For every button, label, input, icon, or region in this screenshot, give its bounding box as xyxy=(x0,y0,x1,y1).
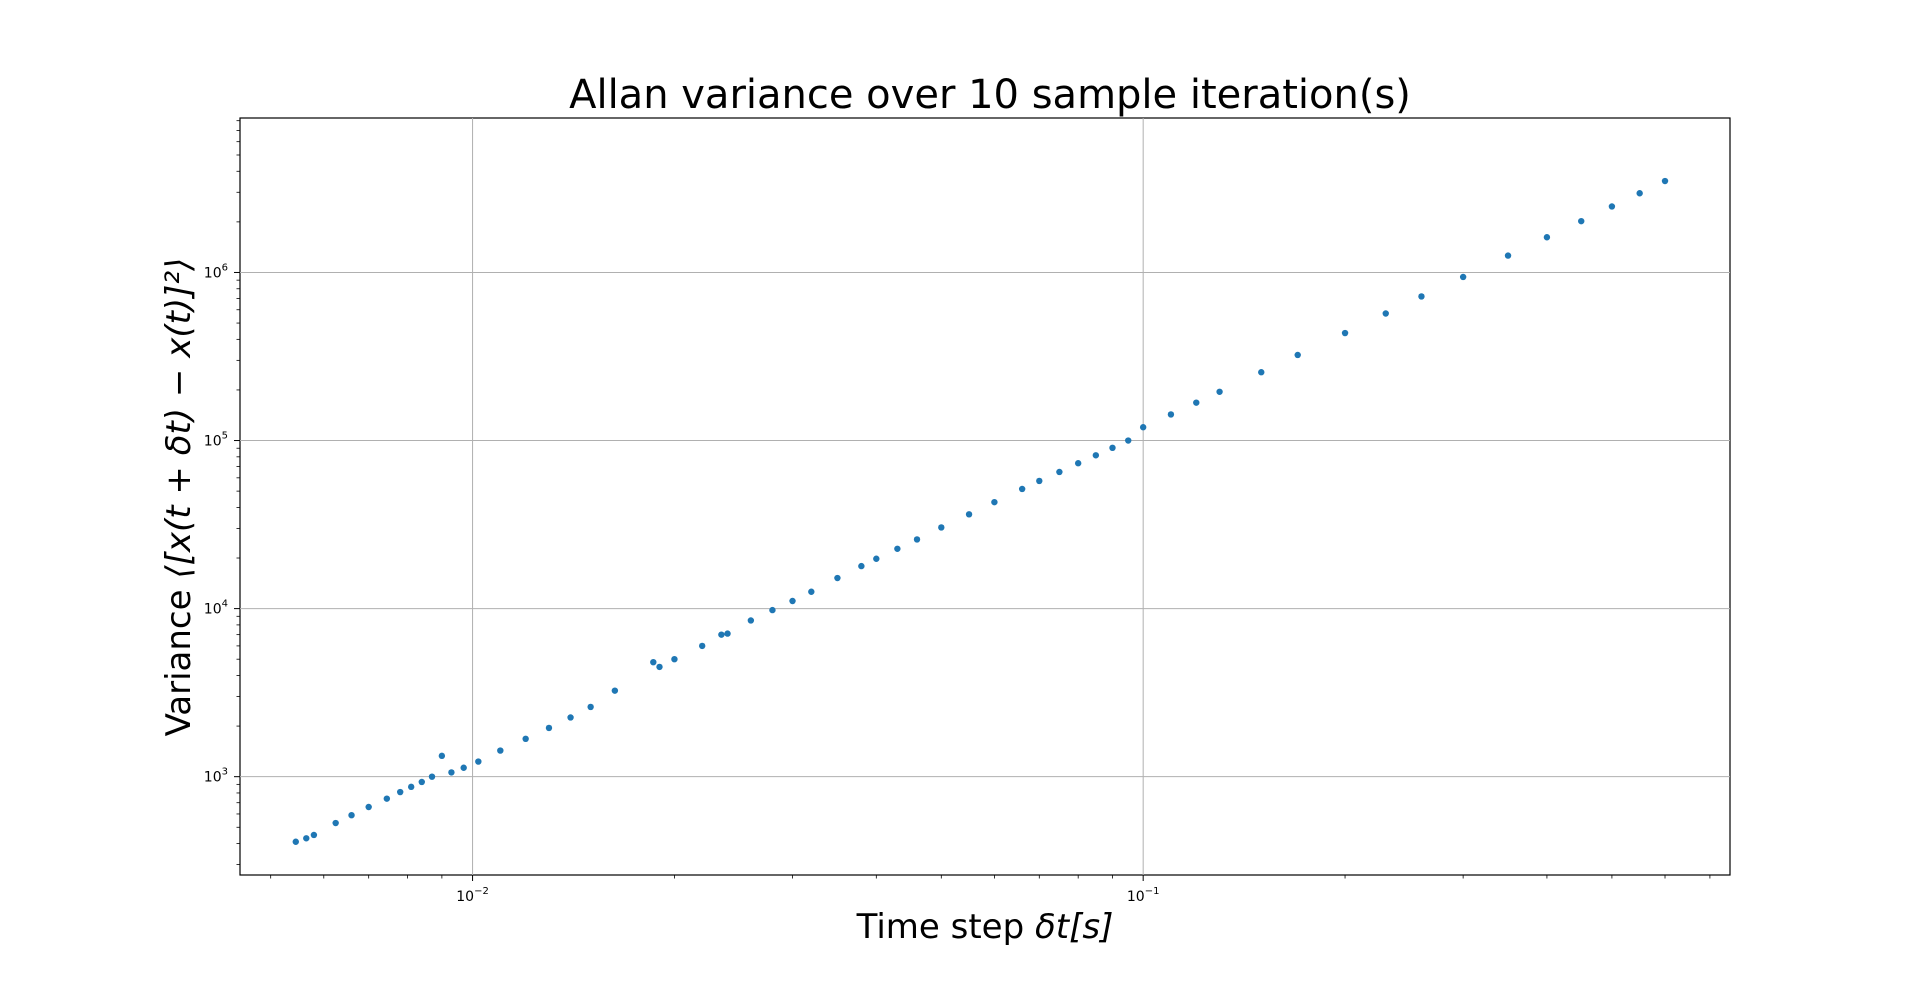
grid-lines xyxy=(240,118,1730,875)
plot-area xyxy=(239,117,1731,876)
data-point xyxy=(1341,329,1349,337)
major-ticks xyxy=(234,271,1144,881)
data-point xyxy=(913,536,921,543)
y-tick-exponent: 6 xyxy=(222,262,228,273)
data-point xyxy=(656,663,663,671)
data-point xyxy=(1418,293,1425,300)
data-point xyxy=(1074,460,1082,467)
data-point xyxy=(292,838,299,845)
data-point xyxy=(567,714,574,721)
data-point xyxy=(522,735,529,743)
data-point xyxy=(965,511,973,518)
data-point xyxy=(1294,351,1301,359)
x-tick-base: 10 xyxy=(456,889,474,905)
data-point xyxy=(1382,310,1389,317)
data-point xyxy=(332,819,339,827)
data-point xyxy=(671,656,678,663)
data-point xyxy=(1543,234,1551,241)
data-point xyxy=(1661,177,1669,185)
data-point xyxy=(834,574,841,582)
data-point xyxy=(1036,477,1043,485)
y-tick-exponent: 3 xyxy=(222,767,228,778)
x-tick-labels: 10−2 10−1 xyxy=(456,886,1159,905)
data-point xyxy=(724,630,731,637)
data-point xyxy=(1578,217,1585,225)
data-point xyxy=(1056,468,1063,476)
y-tick-exponent: 4 xyxy=(222,599,228,610)
x-tick-exponent: −1 xyxy=(1145,886,1160,897)
data-point xyxy=(448,769,455,776)
data-point xyxy=(808,588,815,595)
x-tick-label: 10−1 xyxy=(1127,886,1160,905)
data-point xyxy=(383,795,391,802)
data-point xyxy=(789,597,796,605)
data-point xyxy=(460,764,467,771)
data-points xyxy=(292,177,1669,845)
data-point xyxy=(991,498,998,506)
data-point xyxy=(1636,190,1643,197)
y-tick-base: 10 xyxy=(204,265,222,281)
chart-title: Allan variance over 10 sample iteration(… xyxy=(569,72,1411,118)
data-point xyxy=(611,687,619,694)
data-point xyxy=(894,545,901,552)
data-point xyxy=(1193,399,1200,406)
data-point xyxy=(310,831,318,839)
x-tick-label: 10−2 xyxy=(456,886,489,905)
data-point xyxy=(303,835,310,842)
x-tick-exponent: −2 xyxy=(474,886,489,897)
y-tick-label: 103 xyxy=(204,767,228,786)
data-point xyxy=(1125,437,1132,444)
data-point xyxy=(650,658,657,666)
minor-ticks xyxy=(236,120,1711,879)
data-point xyxy=(428,773,436,780)
y-tick-label: 106 xyxy=(204,262,228,281)
data-point xyxy=(747,617,755,624)
data-point xyxy=(1139,424,1147,431)
data-point xyxy=(873,555,880,562)
data-point xyxy=(438,752,446,760)
data-point xyxy=(1504,252,1512,259)
data-point xyxy=(348,811,355,819)
x-axis-label: Time step δt[s] xyxy=(856,907,1114,947)
data-point xyxy=(1608,203,1616,210)
data-point xyxy=(769,606,776,614)
data-point xyxy=(407,783,415,791)
data-point xyxy=(365,803,372,811)
y-tick-base: 10 xyxy=(204,602,222,618)
data-point xyxy=(1092,452,1100,459)
data-point xyxy=(587,703,594,711)
x-tick-base: 10 xyxy=(1127,889,1145,905)
data-point xyxy=(1258,369,1265,376)
data-point xyxy=(545,724,553,732)
y-tick-base: 10 xyxy=(204,434,222,450)
data-point xyxy=(698,642,706,650)
data-point xyxy=(475,758,482,765)
data-point xyxy=(938,524,945,531)
data-point xyxy=(1109,444,1116,452)
data-point xyxy=(418,778,425,786)
data-point xyxy=(497,747,504,754)
y-tick-base: 10 xyxy=(204,770,222,786)
y-tick-label: 105 xyxy=(204,431,228,450)
y-tick-exponent: 5 xyxy=(222,431,228,442)
data-point xyxy=(1167,411,1175,418)
data-point xyxy=(1459,273,1467,281)
data-point xyxy=(1018,485,1026,493)
data-point xyxy=(397,788,404,796)
y-axis-label: Variance ⟨[x(t + δt) − x(t)]²⟩ xyxy=(159,258,199,737)
data-point xyxy=(1216,388,1223,395)
data-point xyxy=(718,631,725,638)
data-point xyxy=(858,562,865,570)
y-tick-label: 104 xyxy=(204,599,228,618)
